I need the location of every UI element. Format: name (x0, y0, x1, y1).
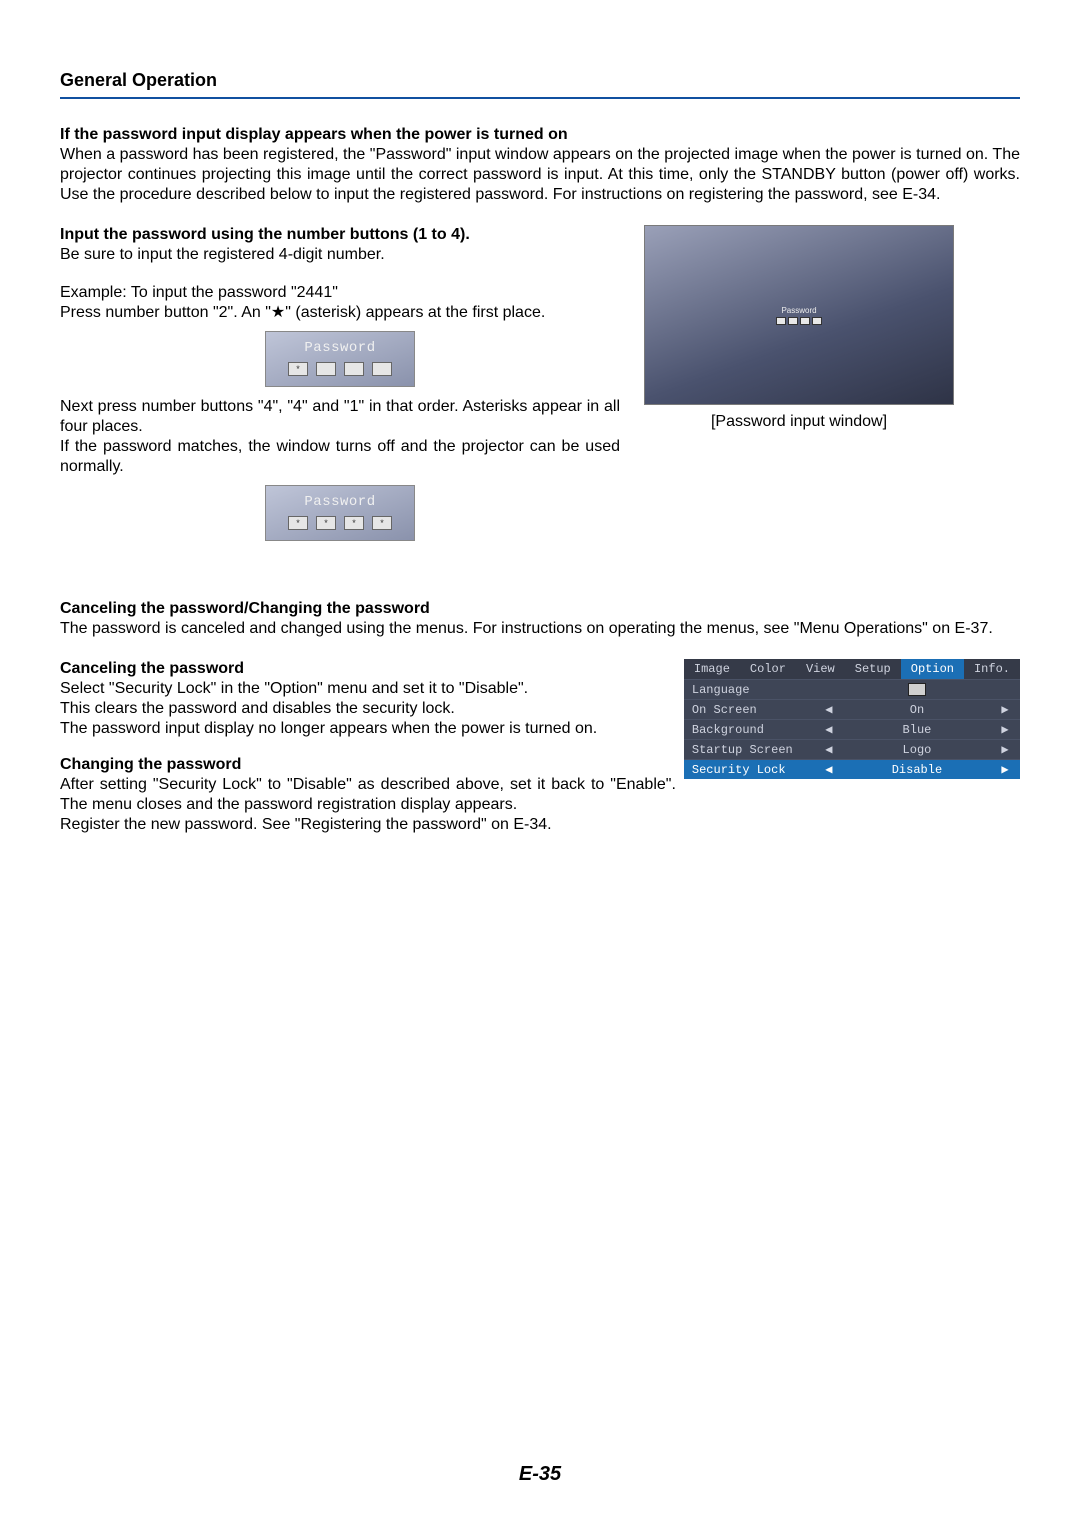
menu-row-label: Language (692, 683, 822, 697)
menu-tab-image[interactable]: Image (684, 659, 740, 679)
menu-row-label: Background (692, 723, 822, 737)
cancel-l3: The password input display no longer app… (60, 719, 676, 739)
arrow-left-icon[interactable]: ◀ (822, 702, 836, 717)
arrow-right-icon[interactable]: ▶ (998, 722, 1012, 737)
menu-tab-view[interactable]: View (796, 659, 845, 679)
menu-row-security-lock[interactable]: Security Lock◀Disable▶ (684, 759, 1020, 779)
input-pw-line1: Be sure to input the registered 4-digit … (60, 245, 620, 265)
menu-row-background[interactable]: Background◀Blue▶ (684, 719, 1020, 739)
password-input-window: Password (644, 225, 954, 405)
cancel-change-body: The password is canceled and changed usi… (60, 619, 1020, 639)
password-box-asterisk (372, 516, 392, 530)
password-panel-label: Password (266, 494, 414, 510)
input-pw-heading: Input the password using the number butt… (60, 225, 620, 245)
arrow-right-icon[interactable]: ▶ (998, 742, 1012, 757)
password-box-empty (372, 362, 392, 376)
password-box-sm (776, 317, 786, 325)
menu-row-value: Logo (836, 743, 998, 757)
menu-row-value: On (836, 703, 998, 717)
arrow-left-icon[interactable]: ◀ (822, 762, 836, 777)
menu-row-value: Disable (836, 763, 998, 777)
menu-tab-color[interactable]: Color (740, 659, 796, 679)
password-box-asterisk (288, 362, 308, 376)
change-l1: After setting "Security Lock" to "Disabl… (60, 775, 676, 815)
arrow-right-icon[interactable]: ▶ (998, 762, 1012, 777)
menu-row-on-screen[interactable]: On Screen◀On▶ (684, 699, 1020, 719)
input-pw-next2: If the password matches, the window turn… (60, 437, 620, 477)
option-menu-screenshot: ImageColorViewSetupOptionInfo. Language O… (684, 659, 1020, 835)
password-window-label: Password (781, 306, 816, 315)
cancel-l1: Select "Security Lock" in the "Option" m… (60, 679, 676, 699)
password-window-boxes (776, 317, 822, 325)
password-panel-boxes (266, 362, 414, 376)
password-panel-2: Password (265, 485, 415, 541)
cancel-l2: This clears the password and disables th… (60, 699, 676, 719)
intro-heading: If the password input display appears wh… (60, 125, 1020, 145)
input-pw-ex1: Example: To input the password "2441" (60, 283, 620, 303)
password-window-caption: [Password input window] (644, 413, 954, 431)
menu-tab-option[interactable]: Option (901, 659, 964, 679)
menu-row-language[interactable]: Language (684, 679, 1020, 699)
cancel-change-heading: Canceling the password/Changing the pass… (60, 599, 1020, 619)
password-panel-boxes (266, 516, 414, 530)
password-panel-label: Password (266, 340, 414, 356)
menu-row-startup-screen[interactable]: Startup Screen◀Logo▶ (684, 739, 1020, 759)
menu-row-label: Startup Screen (692, 743, 822, 757)
password-box-empty (316, 362, 336, 376)
arrow-right-icon[interactable]: ▶ (998, 702, 1012, 717)
menu-tabs: ImageColorViewSetupOptionInfo. (684, 659, 1020, 679)
menu-tab-setup[interactable]: Setup (845, 659, 901, 679)
password-box-empty (344, 362, 364, 376)
password-box-sm (788, 317, 798, 325)
menu-row-label: Security Lock (692, 763, 822, 777)
password-box-sm (800, 317, 810, 325)
cancel-heading: Canceling the password (60, 659, 676, 679)
section-title: General Operation (60, 70, 1020, 99)
password-box-asterisk (344, 516, 364, 530)
arrow-left-icon[interactable]: ◀ (822, 742, 836, 757)
input-pw-next1: Next press number buttons "4", "4" and "… (60, 397, 620, 437)
page-number: E-35 (0, 1463, 1080, 1486)
menu-rows: LanguageOn Screen◀On▶Background◀Blue▶Sta… (684, 679, 1020, 779)
change-l2: Register the new password. See "Register… (60, 815, 676, 835)
change-heading: Changing the password (60, 755, 676, 775)
input-pw-ex2: Press number button "2". An "★" (asteris… (60, 303, 620, 323)
arrow-left-icon[interactable]: ◀ (822, 722, 836, 737)
password-panel-1: Password (265, 331, 415, 387)
menu-row-valbox (836, 683, 998, 696)
menu-tab-info[interactable]: Info. (964, 659, 1020, 679)
password-box-asterisk (316, 516, 336, 530)
password-box-asterisk (288, 516, 308, 530)
menu-row-value: Blue (836, 723, 998, 737)
intro-body: When a password has been registered, the… (60, 145, 1020, 205)
menu-row-label: On Screen (692, 703, 822, 717)
password-box-sm (812, 317, 822, 325)
